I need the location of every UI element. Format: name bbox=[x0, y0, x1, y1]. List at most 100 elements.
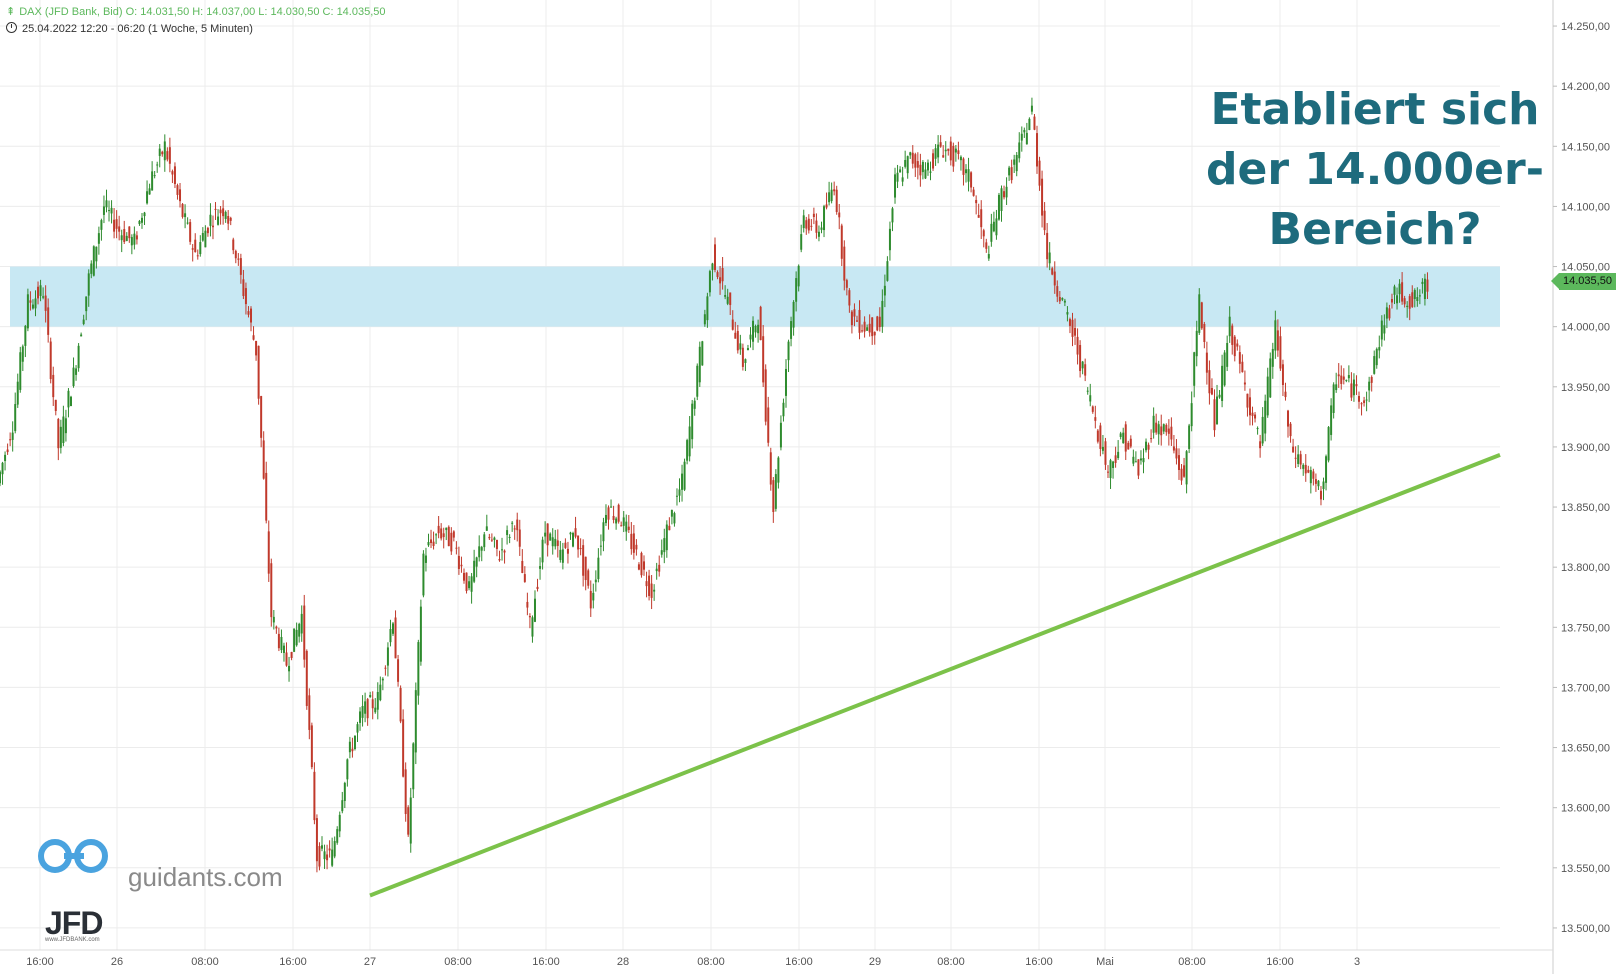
x-tick-label: Mai bbox=[1096, 956, 1114, 968]
x-tick-label: 27 bbox=[364, 956, 376, 968]
candle-body bbox=[171, 171, 174, 175]
candle-body bbox=[381, 678, 384, 681]
candle-body bbox=[698, 346, 701, 383]
candle-body bbox=[871, 317, 874, 337]
candle-body bbox=[1096, 430, 1099, 442]
candle-body bbox=[650, 583, 653, 598]
candle-body bbox=[1145, 441, 1148, 451]
candle-body bbox=[244, 288, 247, 305]
candle-body bbox=[838, 212, 841, 218]
candle-body bbox=[886, 261, 889, 281]
candle-icon: ⇞ bbox=[6, 6, 16, 18]
candle-body bbox=[105, 200, 108, 208]
candle-body bbox=[759, 306, 762, 341]
candle-body bbox=[1236, 343, 1239, 347]
y-tick-label: 13.750,00 bbox=[1561, 622, 1610, 634]
candle-body bbox=[110, 207, 113, 214]
candle-body bbox=[1112, 461, 1115, 468]
candle-body bbox=[637, 564, 640, 570]
candle-body bbox=[1119, 433, 1122, 437]
candle-body bbox=[1177, 455, 1180, 470]
candle-body bbox=[757, 324, 760, 334]
candle-body bbox=[779, 422, 782, 448]
candle-body bbox=[1266, 376, 1269, 416]
candle-body bbox=[128, 226, 131, 239]
candle-body bbox=[397, 659, 400, 682]
candle-body bbox=[906, 156, 909, 174]
candle-body bbox=[303, 605, 306, 660]
last-price-label: 14.035,50 bbox=[1551, 273, 1616, 290]
candle-body bbox=[855, 320, 858, 322]
candle-body bbox=[394, 617, 397, 659]
candle-body bbox=[181, 204, 184, 217]
candle-body bbox=[673, 513, 676, 524]
candle-body bbox=[1337, 374, 1340, 377]
candle-body bbox=[250, 308, 253, 323]
candle-body bbox=[275, 626, 278, 629]
candle-body bbox=[359, 711, 362, 723]
candle-body bbox=[914, 154, 917, 168]
candle-body bbox=[293, 628, 296, 652]
candle-body bbox=[75, 368, 78, 375]
candle-body bbox=[561, 549, 564, 563]
candle-body bbox=[533, 598, 536, 622]
candle-body bbox=[1109, 460, 1112, 479]
candle-body bbox=[1129, 438, 1132, 447]
candle-body bbox=[782, 402, 785, 417]
candle-body bbox=[937, 144, 940, 158]
candle-body bbox=[980, 209, 983, 228]
candle-body bbox=[399, 688, 402, 722]
candle-body bbox=[11, 432, 14, 440]
candle-body bbox=[797, 265, 800, 287]
candle-body bbox=[610, 506, 613, 508]
candle-body bbox=[764, 369, 767, 422]
candle-body bbox=[734, 332, 737, 339]
candle-body bbox=[787, 341, 790, 361]
y-tick-label: 13.700,00 bbox=[1561, 682, 1610, 694]
candle-body bbox=[323, 851, 326, 860]
candle-body bbox=[749, 334, 752, 340]
x-tick-label: 16:00 bbox=[532, 956, 560, 968]
candle-body bbox=[645, 581, 648, 587]
candle-body bbox=[1276, 330, 1279, 351]
candle-body bbox=[1317, 480, 1320, 487]
candle-body bbox=[784, 368, 787, 396]
candle-body bbox=[858, 309, 861, 333]
candle-body bbox=[711, 263, 714, 270]
candle-body bbox=[932, 153, 935, 169]
candle-body bbox=[1063, 300, 1066, 303]
candle-body bbox=[670, 509, 673, 517]
candle-body bbox=[840, 225, 843, 259]
jfd-brand-subtext: www.JFDBANK.com bbox=[45, 937, 100, 943]
candle-body bbox=[506, 530, 509, 536]
candle-body bbox=[1292, 446, 1295, 453]
candle-body bbox=[1281, 364, 1284, 386]
candle-body bbox=[1363, 400, 1366, 403]
candle-body bbox=[899, 169, 902, 173]
candle-body bbox=[184, 213, 187, 218]
candle-body bbox=[1074, 328, 1077, 336]
candle-body bbox=[442, 533, 445, 538]
candle-body bbox=[1411, 292, 1414, 307]
candle-body bbox=[518, 529, 521, 547]
candle-body bbox=[321, 845, 324, 849]
candle-body bbox=[424, 555, 427, 563]
candle-body bbox=[1152, 415, 1155, 433]
candle-body bbox=[326, 854, 329, 861]
candle-body bbox=[1418, 295, 1421, 297]
y-tick-label: 14.000,00 bbox=[1561, 322, 1610, 334]
candle-body bbox=[315, 818, 318, 862]
candle-body bbox=[911, 152, 914, 164]
candle-body bbox=[1172, 446, 1175, 451]
candle-body bbox=[853, 309, 856, 317]
candle-body bbox=[627, 526, 630, 530]
candle-body bbox=[95, 246, 98, 262]
candle-body bbox=[1221, 365, 1224, 401]
candle-body bbox=[848, 290, 851, 306]
candle-body bbox=[1061, 298, 1064, 300]
candle-body bbox=[480, 547, 483, 551]
candle-body bbox=[1373, 356, 1376, 374]
candle-body bbox=[1385, 307, 1388, 319]
candle-body bbox=[1000, 188, 1003, 211]
x-tick-label: 29 bbox=[869, 956, 881, 968]
